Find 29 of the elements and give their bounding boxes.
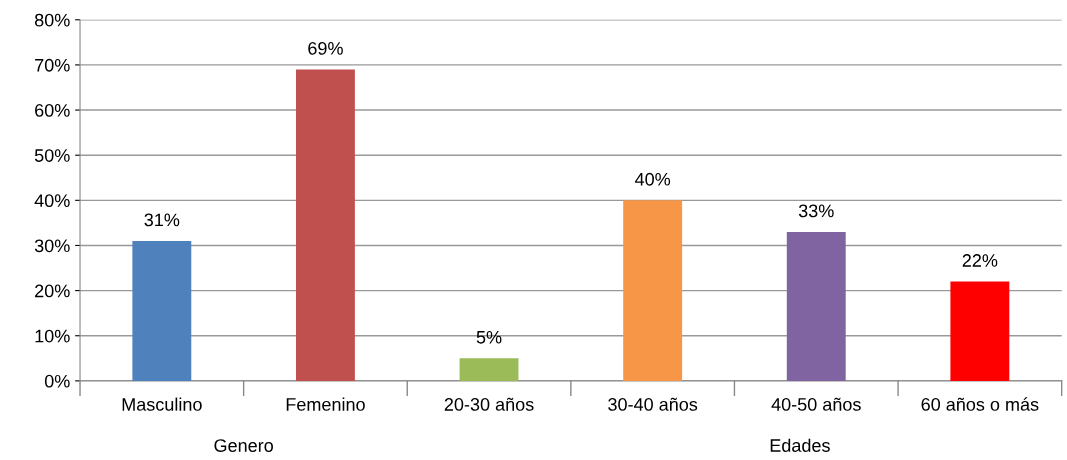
y-tick-label: 50% — [34, 149, 70, 162]
y-tick-label: 20% — [35, 284, 70, 298]
text: Genero — [214, 439, 273, 452]
x-tick-label: Masculino — [122, 397, 202, 411]
x-tick-label: 40-50 años — [771, 397, 861, 411]
y-tick-label: 60% — [35, 103, 70, 117]
data-label: 5% — [476, 330, 502, 344]
bar — [786, 231, 846, 381]
data-label: 31% — [144, 213, 180, 227]
y-tick-label: 70% — [35, 58, 70, 72]
data-label: 33% — [798, 204, 834, 218]
bar — [295, 69, 355, 381]
data-label: 40% — [634, 172, 671, 186]
text: Edades — [770, 438, 830, 452]
y-tick-label: 40% — [34, 194, 70, 208]
x-tick-label: Femenino — [286, 397, 365, 411]
y-tick-label: 0% — [44, 374, 70, 388]
bar — [459, 358, 519, 381]
bar — [623, 200, 683, 381]
y-tick-label: 30% — [34, 239, 70, 253]
y-tick-label: 80% — [34, 13, 70, 27]
bar — [132, 240, 192, 381]
y-tick-label: 10% — [35, 329, 70, 343]
data-label: 22% — [962, 254, 998, 267]
x-tick-label: 60 años o más — [921, 397, 1039, 411]
x-tick-label: 20-30 años — [444, 397, 534, 411]
data-label: 69% — [308, 41, 343, 55]
x-tick-label: 30-40 años — [608, 397, 698, 411]
bar — [950, 281, 1010, 381]
